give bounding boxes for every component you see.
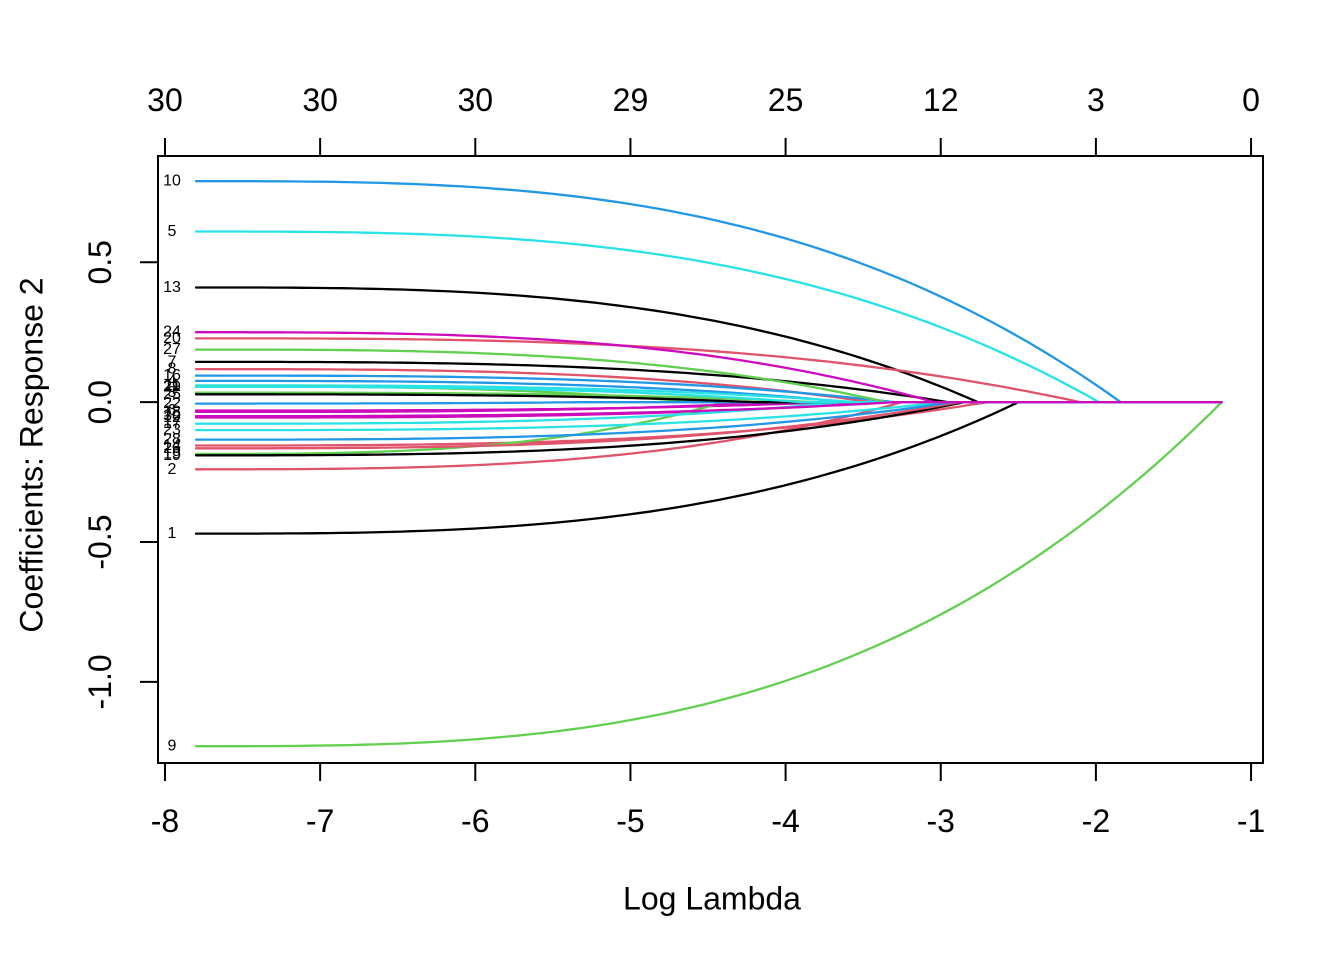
top-axis-df-label: 0	[1242, 82, 1260, 118]
curve-label-23: 23	[163, 422, 181, 439]
curve-label-19: 19	[163, 447, 181, 464]
coefficient-curve-16	[194, 374, 1223, 404]
x-axis-tick-label: -3	[927, 803, 955, 839]
curve-label-10: 10	[163, 173, 181, 190]
top-axis-df-label: 12	[923, 82, 959, 118]
x-axis-tick-label: -2	[1082, 803, 1110, 839]
curve-label-5: 5	[168, 223, 177, 240]
x-axis-tick-label: -1	[1237, 803, 1265, 839]
coefficient-curve-5	[194, 230, 1223, 404]
curve-label-16: 16	[163, 367, 181, 384]
curve-label-24: 24	[163, 324, 181, 341]
curve-label-29: 29	[163, 378, 181, 395]
curve-label-17: 17	[163, 415, 181, 432]
y-axis-tick-label: -1.0	[82, 654, 118, 709]
x-axis-tick-label: -5	[616, 803, 644, 839]
coefficient-curve-24	[194, 331, 1223, 404]
curve-label-21: 21	[163, 378, 181, 395]
curve-label-30: 30	[163, 408, 181, 425]
curve-label-20: 20	[163, 330, 181, 347]
coefficient-curve-18	[194, 401, 1223, 414]
coefficient-curve-25	[194, 393, 1223, 404]
top-axis-df-label: 25	[768, 82, 804, 118]
curve-label-11: 11	[164, 377, 181, 394]
curve-label-12: 12	[163, 409, 181, 426]
plot-border	[157, 155, 1264, 764]
coefficient-curve-28	[194, 401, 1223, 441]
coefficient-curve-17	[194, 401, 1223, 425]
curve-label-25: 25	[163, 386, 181, 403]
coefficient-curve-26	[194, 401, 1223, 450]
curve-label-28: 28	[163, 431, 181, 448]
curve-label-8: 8	[168, 361, 177, 378]
curve-label-1: 1	[168, 525, 177, 542]
top-axis-df-label: 29	[613, 82, 649, 118]
coefficient-curve-7	[194, 360, 1223, 404]
coefficient-curve-9	[194, 401, 1223, 748]
curve-label-15: 15	[163, 445, 181, 462]
top-axis-df-label: 30	[457, 82, 493, 118]
curve-label-7: 7	[168, 353, 177, 370]
curve-label-2: 2	[168, 461, 177, 478]
curve-label-26: 26	[163, 440, 181, 457]
curve-label-14: 14	[163, 437, 181, 454]
top-axis-df-label: 30	[147, 82, 183, 118]
coefficient-curve-13	[194, 286, 1223, 404]
curve-label-9: 9	[168, 738, 177, 755]
coefficient-curve-22	[194, 401, 1223, 405]
coefficient-curve-1	[194, 401, 1223, 535]
curve-label-27: 27	[163, 341, 181, 358]
y-axis-tick-label: 0.5	[82, 240, 118, 284]
x-axis-tick-label: -8	[151, 803, 179, 839]
top-axis-df-label: 30	[302, 82, 338, 118]
x-axis-tick-label: -4	[771, 803, 799, 839]
x-axis-title: Log Lambda	[623, 880, 801, 917]
coefficient-curve-10	[194, 180, 1223, 404]
y-axis-tick-label: 0.0	[82, 380, 118, 424]
y-axis-title: Coefficients: Response 2	[13, 277, 50, 633]
curve-label-6: 6	[168, 402, 177, 419]
top-axis-df-label: 3	[1087, 82, 1105, 118]
coefficient-curve-4	[194, 379, 1223, 404]
coefficient-curve-11	[194, 384, 1223, 404]
coefficient-curve-29	[194, 385, 1223, 404]
coefficient-curve-30	[194, 401, 1223, 418]
curve-label-18: 18	[163, 403, 181, 420]
coefficient-curve-2	[194, 401, 1223, 471]
y-axis-tick-label: -0.5	[82, 514, 118, 569]
coefficient-curve-27	[194, 348, 1223, 404]
x-axis-tick-label: -7	[306, 803, 334, 839]
x-axis-tick-label: -6	[461, 803, 489, 839]
curve-label-4: 4	[168, 372, 177, 389]
coefficient-curve-19	[194, 401, 1223, 457]
coefficient-curve-23	[194, 401, 1223, 432]
curve-label-13: 13	[163, 279, 181, 296]
curve-label-3: 3	[168, 384, 177, 401]
curve-label-22: 22	[163, 395, 181, 412]
coefficient-curve-3	[194, 391, 1223, 404]
